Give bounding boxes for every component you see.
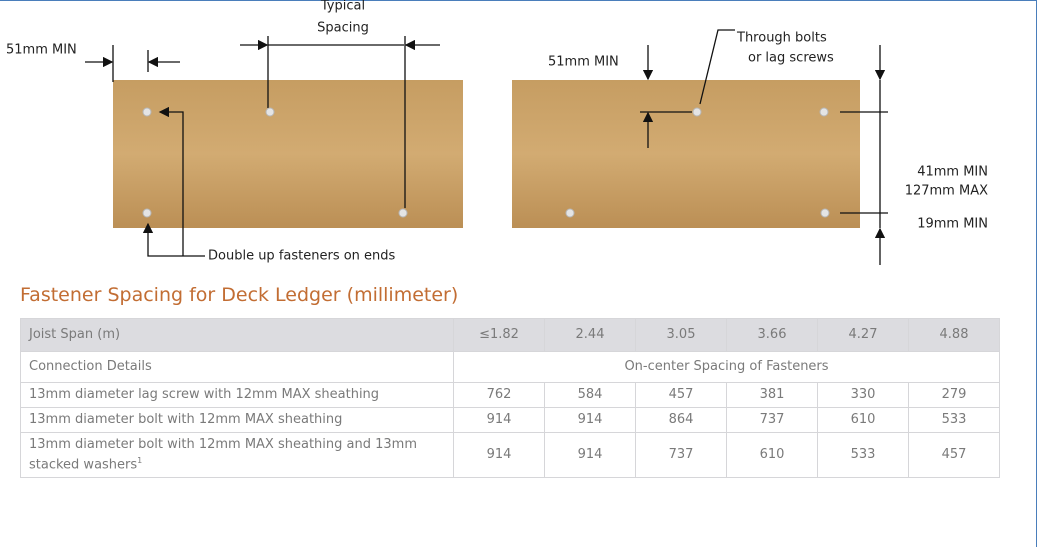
fastener (821, 209, 829, 217)
header-cell: 2.44 (545, 319, 636, 352)
fastener (820, 108, 828, 116)
label: 19mm MIN (917, 217, 988, 232)
label: 51mm MIN (548, 55, 619, 70)
value-cell: 610 (727, 433, 818, 478)
fastener (143, 209, 151, 217)
fastener (693, 108, 701, 116)
row-label: 13mm diameter bolt with 12mm MAX sheathi… (29, 437, 417, 472)
label: or lag screws (748, 51, 834, 66)
table-title: Fastener Spacing for Deck Ledger (millim… (20, 284, 458, 306)
header-cell: 3.05 (636, 319, 727, 352)
value-cell: 533 (818, 433, 909, 478)
header-row: Joist Span (m) ≤1.82 2.44 3.05 3.66 4.27… (21, 319, 1000, 352)
value-cell: 914 (454, 408, 545, 433)
data-row: 13mm diameter bolt with 12mm MAX sheathi… (21, 433, 1000, 478)
value-cell: 864 (636, 408, 727, 433)
label: 51mm MIN (6, 43, 77, 58)
page-body: Typical Spacing 51mm MIN Double up faste… (0, 0, 1038, 548)
data-row: 13mm diameter bolt with 12mm MAX sheathi… (21, 408, 1000, 433)
value-cell: 737 (727, 408, 818, 433)
value-cell: 533 (909, 408, 1000, 433)
leader-line (148, 224, 205, 256)
fastener (266, 108, 274, 116)
label: Typical (320, 0, 365, 14)
value-cell: 381 (727, 383, 818, 408)
subheader-row: Connection Details On-center Spacing of … (21, 352, 1000, 383)
fastener (566, 209, 574, 217)
row-label: 13mm diameter bolt with 12mm MAX sheathi… (29, 412, 342, 427)
label: Through bolts (736, 31, 827, 46)
header-cell: ≤1.82 (454, 319, 545, 352)
header-cell: 4.88 (909, 319, 1000, 352)
fastener (399, 209, 407, 217)
header-cell: Joist Span (m) (21, 319, 454, 352)
row-label: 13mm diameter lag screw with 12mm MAX sh… (29, 387, 379, 402)
spacing-table: Joist Span (m) ≤1.82 2.44 3.05 3.66 4.27… (20, 318, 1000, 478)
subheader-cell: On-center Spacing of Fasteners (454, 352, 1000, 383)
label: 41mm MIN (917, 165, 988, 180)
value-cell: 610 (818, 408, 909, 433)
value-cell: 914 (454, 433, 545, 478)
value-cell: 737 (636, 433, 727, 478)
label: Double up fasteners on ends (208, 249, 396, 264)
row-label-cell: 13mm diameter bolt with 12mm MAX sheathi… (21, 408, 454, 433)
value-cell: 279 (909, 383, 1000, 408)
footnote-mark: 1 (137, 456, 142, 465)
row-label-cell: 13mm diameter lag screw with 12mm MAX sh… (21, 383, 454, 408)
header-cell: 3.66 (727, 319, 818, 352)
value-cell: 457 (636, 383, 727, 408)
subheader-cell: Connection Details (21, 352, 454, 383)
value-cell: 584 (545, 383, 636, 408)
ledger-board (113, 80, 463, 228)
fastener (143, 108, 151, 116)
page: {"diagram": { "left": {"typical_spacing"… (0, 0, 1038, 548)
value-cell: 914 (545, 433, 636, 478)
label: 127mm MAX (905, 184, 988, 199)
label: Spacing (317, 21, 369, 36)
value-cell: 914 (545, 408, 636, 433)
ledger-diagram: Typical Spacing 51mm MIN Double up faste… (0, 0, 1038, 290)
value-cell: 762 (454, 383, 545, 408)
table-body: 13mm diameter lag screw with 12mm MAX sh… (21, 383, 1000, 478)
data-row: 13mm diameter lag screw with 12mm MAX sh… (21, 383, 1000, 408)
header-cell: 4.27 (818, 319, 909, 352)
ledger-board (512, 80, 860, 228)
row-label-cell: 13mm diameter bolt with 12mm MAX sheathi… (21, 433, 454, 478)
value-cell: 457 (909, 433, 1000, 478)
value-cell: 330 (818, 383, 909, 408)
